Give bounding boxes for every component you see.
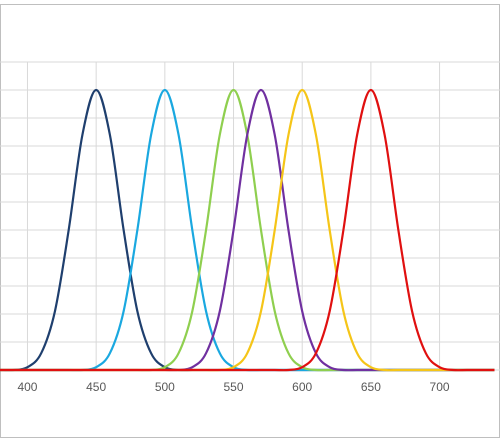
x-tick-label: 650 — [361, 380, 381, 394]
x-tick-label: 550 — [224, 380, 244, 394]
x-tick-label: 500 — [155, 380, 175, 394]
x-tick-label: 400 — [17, 380, 37, 394]
chart-frame — [0, 4, 500, 438]
series-line — [0, 88, 495, 372]
x-tick-label: 600 — [292, 380, 312, 394]
x-tick-label: 450 — [86, 380, 106, 394]
x-tick-label: 700 — [430, 380, 450, 394]
